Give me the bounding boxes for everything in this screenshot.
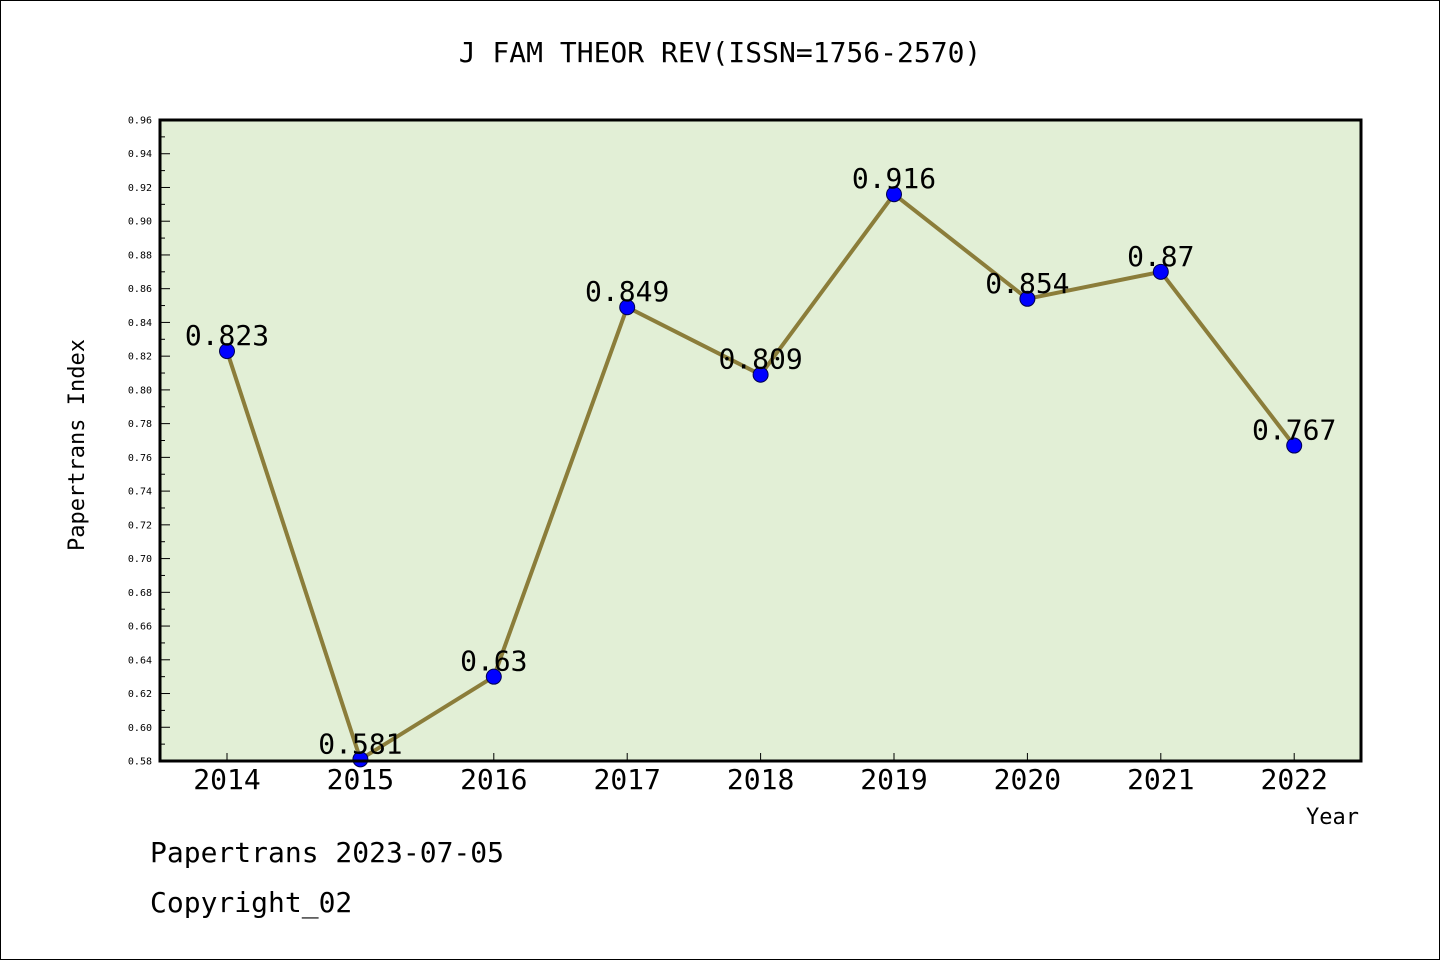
x-tick-label: 2019 <box>860 763 927 796</box>
data-point <box>485 668 502 685</box>
y-axis-label: Papertrans Index <box>65 339 90 551</box>
x-tick-label: 2018 <box>727 763 794 796</box>
data-label: 0.916 <box>852 162 936 195</box>
y-tick-label: 0.68 <box>128 588 152 599</box>
x-tick-label: 2020 <box>994 763 1061 796</box>
data-label: 0.581 <box>318 727 402 760</box>
data-point <box>1019 290 1036 307</box>
y-tick-label: 0.80 <box>128 385 152 396</box>
data-point <box>886 186 902 203</box>
y-tick-label: 0.64 <box>128 655 152 666</box>
y-tick-label: 0.84 <box>128 318 152 329</box>
y-tick-label: 0.58 <box>128 757 152 768</box>
data-label: 0.767 <box>1252 414 1336 447</box>
y-tick-label: 0.70 <box>128 554 152 565</box>
y-tick-label: 0.74 <box>128 487 152 498</box>
y-tick-label: 0.82 <box>128 352 152 363</box>
y-tick-label: 0.86 <box>128 284 152 295</box>
y-tick-label: 0.88 <box>128 250 152 261</box>
y-tick-label: 0.94 <box>128 149 152 160</box>
data-point <box>619 299 636 316</box>
chart-title: J FAM THEOR REV(ISSN=1756-2570) <box>458 36 982 69</box>
data-point <box>219 343 235 360</box>
data-point <box>1152 263 1169 280</box>
footer-date-label: Papertrans 2023-07-05 <box>150 836 505 869</box>
x-axis-label: Year <box>1306 805 1359 830</box>
data-point <box>752 366 769 383</box>
x-tick-label: 2021 <box>1127 763 1194 796</box>
y-tick-label: 0.66 <box>128 622 152 633</box>
data-label: 0.823 <box>185 319 269 352</box>
y-tick-label: 0.96 <box>128 116 152 127</box>
y-tick-label: 0.90 <box>128 217 152 228</box>
data-label: 0.854 <box>985 267 1069 300</box>
data-point <box>1286 437 1303 454</box>
y-tick-label: 0.78 <box>128 419 152 430</box>
x-tick-label: 2022 <box>1260 763 1327 796</box>
plot-area <box>160 120 1361 761</box>
data-label: 0.87 <box>1127 240 1194 273</box>
y-tick-label: 0.76 <box>128 453 152 464</box>
x-tick-label: 2014 <box>193 763 260 796</box>
x-tick-label: 2016 <box>460 763 527 796</box>
y-tick-label: 0.92 <box>128 183 152 194</box>
data-label: 0.63 <box>460 645 527 678</box>
data-label: 0.849 <box>585 275 669 308</box>
data-point <box>352 751 369 768</box>
y-tick-label: 0.62 <box>128 689 152 700</box>
x-tick-label: 2017 <box>593 763 660 796</box>
data-label: 0.809 <box>718 343 802 376</box>
footer-copyright-label: Copyright_02 <box>150 886 353 919</box>
x-tick-label: 2015 <box>327 763 394 796</box>
y-tick-label: 0.72 <box>128 520 152 531</box>
y-tick-label: 0.60 <box>128 723 152 734</box>
plot-border <box>158 118 1363 763</box>
